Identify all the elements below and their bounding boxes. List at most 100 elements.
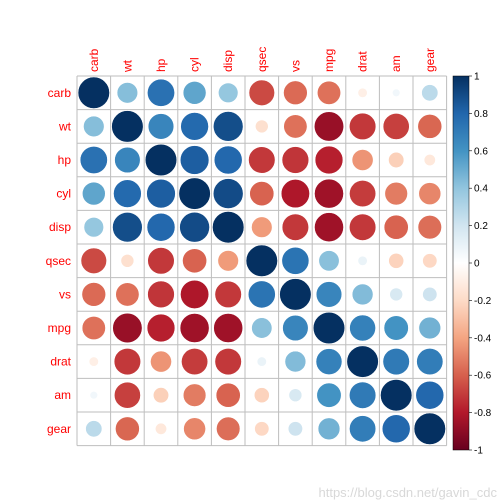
- row-label-mpg: mpg: [48, 321, 71, 335]
- corr-circle-disp-am: [383, 214, 409, 240]
- corr-circle-wt-drat: [348, 112, 377, 141]
- row-label-disp: disp: [49, 220, 71, 234]
- colorbar-tick-label: -1: [474, 446, 483, 457]
- row-label-hp: hp: [58, 153, 72, 167]
- corr-circle-hp-carb: [79, 146, 108, 174]
- corr-circle-carb-disp: [218, 82, 239, 103]
- corr-circle-mpg-drat: [349, 314, 376, 342]
- row-label-wt: wt: [58, 119, 72, 133]
- corr-circle-wt-hp: [147, 113, 175, 140]
- corr-circle-disp-disp: [212, 211, 245, 244]
- corr-circle-cyl-gear: [418, 182, 442, 205]
- corr-circle-drat-carb: [88, 356, 99, 367]
- corr-circle-cyl-vs: [280, 179, 310, 209]
- corr-circle-drat-mpg: [315, 348, 343, 375]
- column-label-carb: carb: [87, 48, 101, 72]
- corr-circle-hp-vs: [281, 146, 310, 174]
- corr-circle-gear-qsec: [254, 421, 270, 437]
- column-labels: carb wt hp cyl disp qsec vs mpg drat am gear: [87, 47, 437, 73]
- corr-circle-carb-cyl: [182, 81, 207, 105]
- corr-circle-qsec-disp: [217, 250, 239, 272]
- corr-circle-carb-drat: [357, 87, 368, 98]
- colorbar-tick-label: 0: [474, 259, 480, 270]
- corr-circle-gear-gear: [413, 412, 446, 445]
- row-label-gear: gear: [47, 422, 71, 436]
- corr-circle-vs-gear: [422, 286, 438, 302]
- corr-circle-gear-disp: [216, 416, 241, 441]
- colorbar-tick-label: -0.2: [474, 296, 492, 307]
- column-label-vs: vs: [288, 60, 302, 72]
- corr-circle-drat-disp: [214, 347, 242, 376]
- corr-circle-cyl-hp: [146, 178, 176, 209]
- corr-circle-gear-wt: [115, 416, 140, 442]
- corr-circle-mpg-carb: [81, 315, 106, 341]
- corr-circle-qsec-hp: [147, 247, 175, 275]
- corr-circle-vs-am: [389, 287, 404, 302]
- corr-circle-mpg-mpg: [312, 311, 346, 345]
- corr-circle-gear-cyl: [183, 417, 206, 441]
- corr-circle-gear-mpg: [317, 417, 341, 441]
- corr-circle-gear-vs: [287, 421, 303, 437]
- corr-circle-wt-qsec: [254, 119, 269, 134]
- corr-circle-drat-cyl: [181, 348, 209, 376]
- corr-circle-cyl-drat: [349, 180, 377, 208]
- corr-circle-mpg-cyl: [179, 313, 210, 343]
- corr-circle-am-am: [380, 379, 413, 412]
- corr-circle-disp-drat: [348, 213, 377, 241]
- corr-circle-cyl-cyl: [178, 177, 211, 210]
- corr-circle-hp-drat: [351, 149, 374, 171]
- column-label-wt: wt: [120, 59, 134, 73]
- corr-circle-gear-hp: [155, 422, 168, 435]
- corr-circle-cyl-carb: [82, 181, 106, 206]
- corr-circle-carb-mpg: [316, 80, 342, 105]
- corr-circle-vs-cyl: [180, 279, 210, 309]
- row-label-drat: drat: [50, 355, 71, 369]
- column-label-disp: disp: [221, 50, 235, 72]
- colorbar-tick-label: -0.8: [474, 408, 492, 419]
- corr-circle-mpg-wt: [112, 312, 143, 344]
- row-label-qsec: qsec: [46, 254, 71, 268]
- corr-circle-vs-wt: [115, 282, 140, 307]
- corr-circle-gear-am: [381, 414, 411, 444]
- corr-circle-wt-am: [382, 112, 410, 140]
- corr-circle-disp-wt: [112, 211, 143, 243]
- corr-circle-drat-drat: [346, 345, 379, 378]
- corr-circle-disp-carb: [83, 217, 104, 238]
- colorbar: [452, 75, 470, 451]
- corr-circle-vs-vs: [279, 278, 312, 311]
- column-label-am: am: [389, 55, 403, 72]
- corr-circle-drat-vs: [284, 350, 307, 373]
- corr-circle-disp-qsec: [251, 216, 273, 238]
- corr-circle-am-mpg: [316, 382, 342, 408]
- corr-circle-carb-carb: [77, 76, 110, 109]
- corr-circle-mpg-disp: [213, 313, 244, 343]
- corr-circle-wt-disp: [212, 111, 244, 142]
- corr-circle-disp-gear: [417, 215, 442, 240]
- corr-circle-qsec-qsec: [245, 244, 278, 277]
- corr-circle-hp-qsec: [248, 146, 276, 174]
- colorbar-gradient: [452, 75, 470, 451]
- corr-circle-disp-vs: [281, 213, 310, 241]
- corr-circle-vs-hp: [147, 280, 175, 309]
- corr-circle-hp-disp: [213, 145, 243, 175]
- corr-circle-gear-drat: [349, 415, 377, 443]
- corr-circle-drat-gear: [416, 348, 444, 376]
- corr-circle-hp-wt: [114, 146, 141, 174]
- corr-circle-wt-cyl: [180, 112, 209, 141]
- colorbar-tick-label: 0.6: [474, 146, 488, 157]
- column-label-drat: drat: [356, 51, 370, 72]
- corr-circle-am-wt: [113, 381, 141, 409]
- corr-circle-am-hp: [152, 387, 170, 404]
- corr-circle-carb-wt: [116, 82, 139, 104]
- corr-circle-hp-am: [388, 151, 405, 169]
- correlation-circles: [77, 76, 446, 445]
- corr-circle-qsec-am: [388, 252, 405, 269]
- corr-circle-carb-hp: [147, 78, 175, 107]
- corr-circle-am-gear: [415, 380, 445, 410]
- corr-circle-cyl-wt: [113, 179, 142, 208]
- corr-circle-cyl-am: [384, 181, 408, 206]
- colorbar-tick-label: 1: [474, 72, 480, 83]
- corr-circle-carb-qsec: [248, 79, 275, 106]
- corr-circle-qsec-gear: [422, 253, 438, 269]
- corr-circle-drat-hp: [150, 350, 172, 373]
